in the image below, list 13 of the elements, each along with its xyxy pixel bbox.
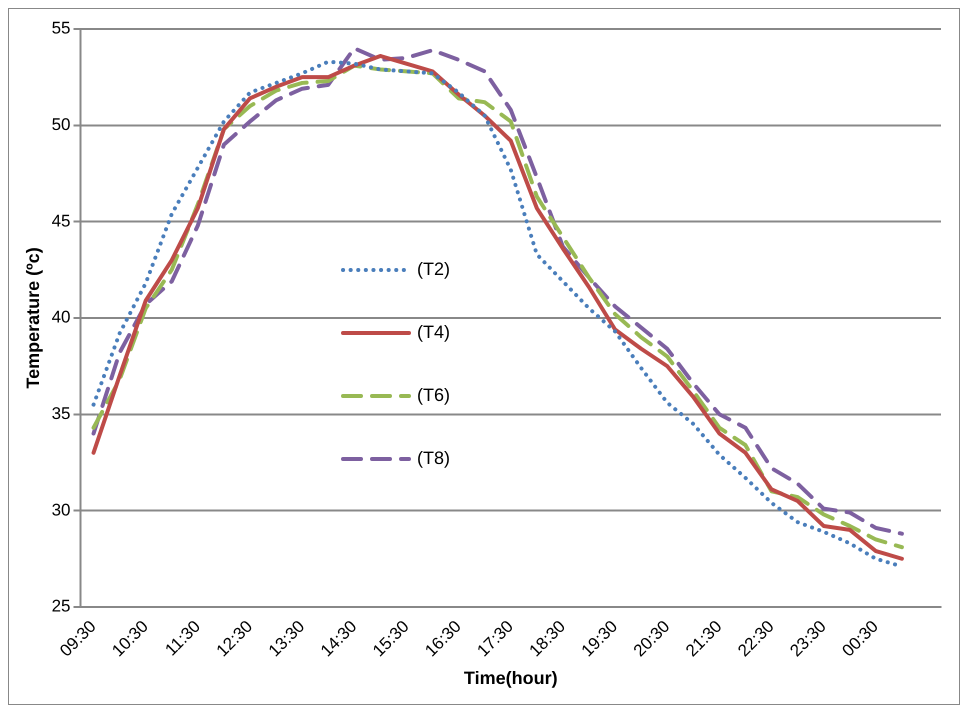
y-tick-label: 40 bbox=[52, 308, 71, 327]
y-tick-label: 35 bbox=[52, 404, 71, 423]
legend-label: (T6) bbox=[417, 385, 450, 406]
legend-label: (T2) bbox=[417, 259, 450, 280]
y-tick-label: 25 bbox=[52, 596, 71, 616]
y-tick-label: 45 bbox=[52, 211, 71, 230]
x-axis-title: Time(hour) bbox=[464, 668, 558, 688]
y-tick-label: 50 bbox=[52, 115, 71, 134]
y-axis-title: Temperature (ºc) bbox=[22, 247, 43, 389]
legend-label: (T8) bbox=[417, 448, 450, 469]
y-tick-label: 30 bbox=[52, 500, 71, 520]
legend-label: (T4) bbox=[417, 322, 450, 343]
y-tick-label: 55 bbox=[52, 18, 71, 38]
